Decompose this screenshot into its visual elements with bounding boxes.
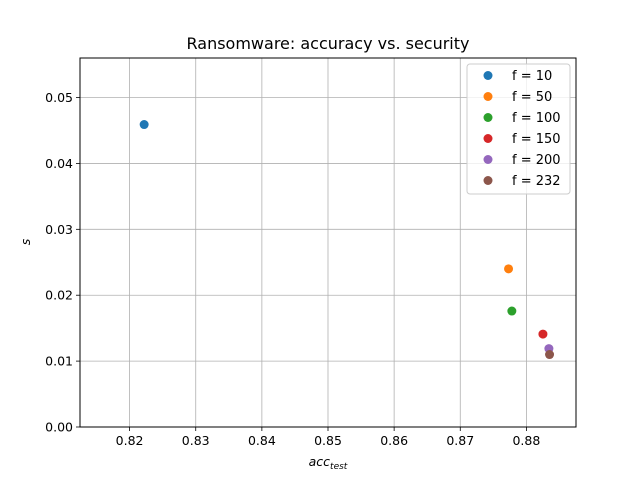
legend-marker	[483, 92, 493, 101]
x-tick-label: 0.82	[116, 433, 144, 448]
x-tick-label: 0.87	[446, 433, 474, 448]
legend-entry: f = 150	[512, 132, 561, 147]
legend-entry: f = 232	[512, 174, 561, 189]
y-tick-label: 0.02	[45, 288, 73, 303]
legend-entry: f = 200	[512, 153, 561, 168]
x-tick-label: 0.83	[182, 433, 210, 448]
legend-marker	[483, 176, 493, 185]
y-axis-label: s	[18, 238, 33, 245]
y-tick-label: 0.00	[45, 420, 73, 435]
legend-marker	[483, 134, 493, 143]
x-tick-label: 0.88	[512, 433, 540, 448]
legend-box	[466, 63, 571, 195]
legend-entry: f = 10	[512, 69, 552, 84]
y-tick-label: 0.05	[45, 90, 73, 105]
x-axis-label: acctest	[309, 454, 348, 472]
legend: f = 10 f = 50 f = 100 f = 150 f = 200 f = 232	[466, 63, 571, 195]
y-tick-label: 0.01	[45, 354, 73, 369]
data-point	[507, 306, 517, 316]
data-points	[139, 120, 555, 360]
y-tick-label: 0.03	[45, 222, 73, 237]
x-tick-label: 0.84	[248, 433, 276, 448]
x-tick-label: 0.85	[314, 433, 342, 448]
legend-marker	[483, 71, 493, 80]
legend-marker	[483, 155, 493, 164]
data-point	[504, 264, 514, 274]
chart-title: Ransomware: accuracy vs. security	[187, 34, 470, 53]
legend-entry: f = 100	[512, 111, 561, 126]
legend-marker	[483, 113, 493, 122]
x-axis-label-base: acc	[309, 454, 331, 469]
x-axis: 0.82 0.83 0.84 0.85 0.86 0.87 0.88	[116, 427, 540, 448]
x-axis-label-subscript: test	[330, 462, 348, 472]
y-tick-label: 0.04	[45, 156, 73, 171]
data-point	[139, 120, 149, 130]
data-point	[545, 350, 555, 360]
data-point	[538, 329, 548, 339]
legend-entry: f = 50	[512, 90, 552, 105]
x-tick-label: 0.86	[380, 433, 408, 448]
y-axis: 0.00 0.01 0.02 0.03 0.04 0.05	[45, 90, 80, 435]
